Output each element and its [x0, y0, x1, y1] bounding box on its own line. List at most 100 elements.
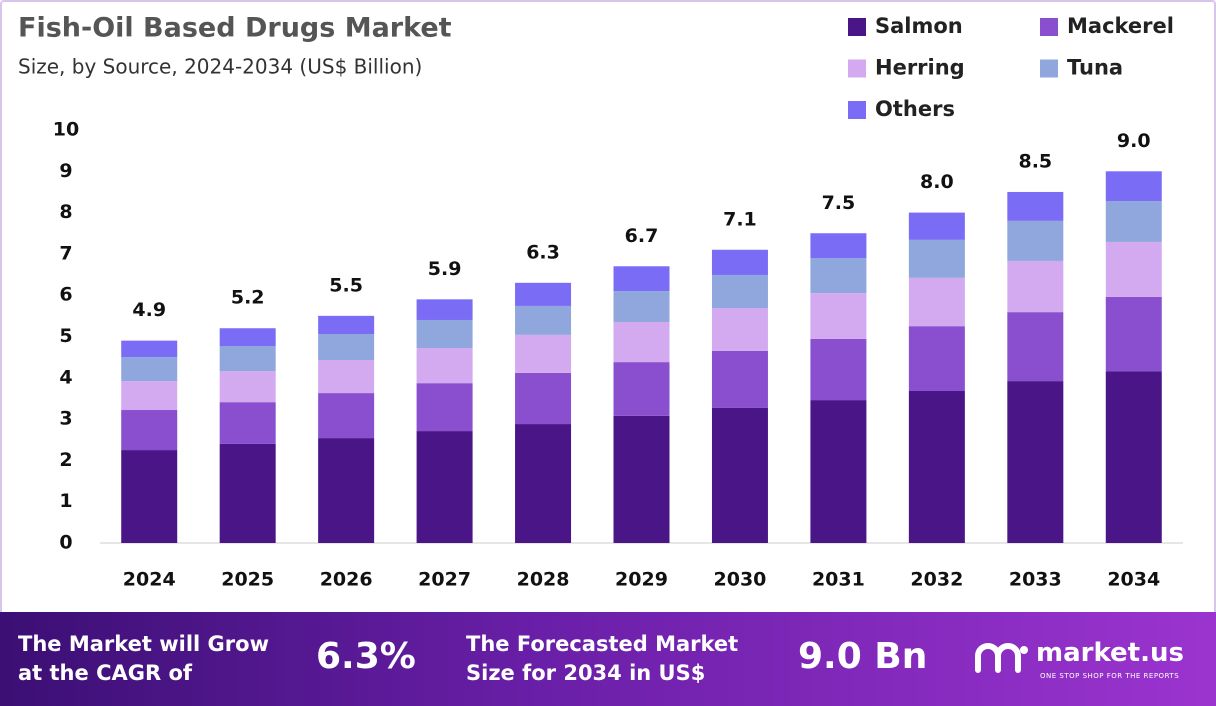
- bar-segment: [908, 391, 965, 543]
- text-line: Size for 2034 in US$: [466, 661, 706, 685]
- bar-segment: [121, 381, 178, 411]
- bar-segment: [613, 322, 670, 363]
- bar-segment: [219, 328, 276, 346]
- total-label: 8.0: [920, 171, 954, 193]
- brand-logo: [975, 643, 1028, 673]
- y-tick-label: 10: [53, 119, 79, 141]
- brand-tagline: ONE STOP SHOP FOR THE REPORTS: [1040, 672, 1180, 680]
- bar-segment: [810, 233, 867, 259]
- legend-swatch: [848, 59, 866, 78]
- bar-segment: [810, 400, 867, 543]
- forecast-text: The Forecasted Market Size for 2034 in U…: [466, 630, 738, 688]
- bar-segment: [711, 350, 768, 408]
- forecast-value: 9.0 Bn: [798, 636, 928, 677]
- bar-segment: [908, 326, 965, 392]
- x-tick-label: 2026: [320, 569, 373, 591]
- bar-segment: [1007, 381, 1064, 543]
- x-tick-label: 2028: [517, 569, 570, 591]
- bar-segment: [1105, 201, 1162, 242]
- total-label: 6.7: [625, 225, 659, 247]
- total-label: 4.9: [132, 299, 166, 321]
- bar-segment: [318, 315, 375, 335]
- bar-segment: [219, 345, 276, 372]
- x-tick-label: 2029: [615, 569, 668, 591]
- x-tick-label: 2027: [418, 569, 471, 591]
- bar-segment: [810, 258, 867, 294]
- brand-name: market.us: [1036, 638, 1184, 668]
- total-label: 6.3: [526, 241, 560, 263]
- y-tick-label: 7: [59, 242, 72, 264]
- bar-segment: [121, 340, 178, 358]
- total-label: 5.2: [231, 287, 265, 309]
- bar-segment: [416, 383, 473, 432]
- bar-segment: [1007, 260, 1064, 313]
- bar-segment: [515, 282, 572, 306]
- bar-segment: [416, 431, 473, 543]
- bar-segment: [416, 348, 473, 384]
- y-tick-label: 9: [59, 160, 72, 182]
- bar-segment: [219, 402, 276, 444]
- x-tick-label: 2034: [1107, 569, 1160, 591]
- legend-swatch: [848, 101, 866, 119]
- bar-segment: [711, 274, 768, 309]
- legend-label: Tuna: [1067, 56, 1123, 80]
- legend-swatch: [1040, 59, 1058, 78]
- total-label: 7.1: [723, 208, 757, 230]
- bar-segment: [1105, 241, 1162, 297]
- bar-segment: [613, 266, 670, 292]
- bar-segment: [711, 249, 768, 275]
- bar-segment: [810, 293, 867, 339]
- bar-segment: [219, 371, 276, 403]
- bar-segment: [318, 438, 375, 543]
- bar-segment: [515, 372, 572, 425]
- bar-segment: [416, 319, 473, 349]
- legend-swatch: [1040, 18, 1058, 36]
- bar-segment: [810, 338, 867, 401]
- y-tick-label: 4: [59, 366, 72, 388]
- x-tick-label: 2031: [812, 569, 865, 591]
- cagr-value: 6.3%: [316, 636, 416, 677]
- bar-segment: [908, 239, 965, 278]
- text-line: The Market will Grow: [18, 632, 269, 656]
- bar-segment: [121, 410, 178, 451]
- text-line: The Forecasted Market: [466, 632, 739, 656]
- bar-segment: [515, 424, 572, 543]
- bar-segment: [318, 360, 375, 394]
- bar-segment: [711, 407, 768, 543]
- y-tick-label: 6: [59, 284, 72, 306]
- total-label: 5.5: [329, 274, 363, 296]
- legend-swatch: [848, 18, 866, 36]
- x-tick-label: 2032: [910, 569, 963, 591]
- bar-segment: [908, 212, 965, 240]
- total-label: 7.5: [822, 192, 856, 214]
- y-tick-label: 0: [59, 532, 72, 554]
- bar-segment: [121, 357, 178, 382]
- total-label: 8.5: [1018, 150, 1052, 172]
- bar-segment: [613, 291, 670, 323]
- legend-label: Herring: [875, 56, 965, 80]
- y-tick-label: 5: [59, 325, 72, 347]
- bar-segment: [613, 415, 670, 543]
- y-tick-label: 3: [59, 408, 72, 430]
- bar-segment: [121, 450, 178, 543]
- bar-segment: [318, 334, 375, 361]
- bar-segment: [1105, 371, 1162, 543]
- x-tick-label: 2025: [221, 569, 274, 591]
- bar-segment: [908, 277, 965, 327]
- legend-label: Salmon: [875, 14, 963, 38]
- bar-segment: [613, 362, 670, 416]
- bar-segment: [1007, 191, 1064, 221]
- y-tick-label: 8: [59, 201, 72, 223]
- legend-label: Others: [875, 97, 955, 121]
- bar-segment: [416, 299, 473, 320]
- y-tick-label: 1: [59, 490, 72, 512]
- chart-subtitle: Size, by Source, 2024-2034 (US$ Billion): [18, 55, 422, 79]
- chart: Fish-Oil Based Drugs Market Size, by Sou…: [18, 13, 1183, 591]
- legend-label: Mackerel: [1067, 14, 1174, 38]
- bar-segment: [318, 393, 375, 439]
- bar-segment: [515, 334, 572, 373]
- x-tick-label: 2033: [1009, 569, 1062, 591]
- bar-segment: [1007, 220, 1064, 261]
- footer-banner: The Market will Grow at the CAGR of 6.3%…: [0, 612, 1216, 706]
